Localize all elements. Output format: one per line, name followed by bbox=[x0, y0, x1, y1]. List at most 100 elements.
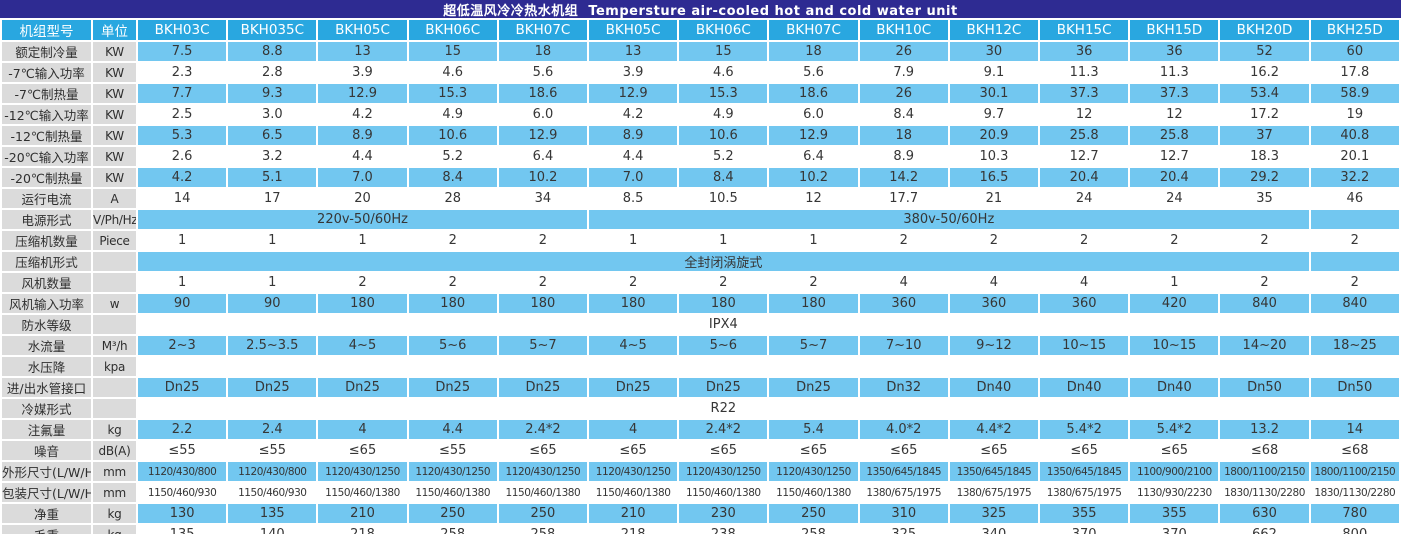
model-column-header: 机组型号 bbox=[0, 18, 93, 42]
cell-value: 10~15 bbox=[1038, 334, 1131, 357]
cell-value: 3.9 bbox=[316, 61, 409, 84]
cell-value: 10.5 bbox=[677, 187, 770, 210]
cell-value: 90 bbox=[226, 292, 319, 315]
cell-value: 2 bbox=[496, 229, 590, 252]
cell-value: 5~6 bbox=[406, 334, 499, 357]
cell-value: 12 bbox=[767, 187, 860, 210]
cell-value: 325 bbox=[857, 523, 950, 534]
cell-value bbox=[1308, 355, 1401, 378]
cell-value bbox=[316, 355, 409, 378]
cell-value: 5.4*2 bbox=[1038, 418, 1131, 441]
row-label: 水压降 bbox=[0, 355, 93, 378]
cell-value: 6.4 bbox=[496, 145, 590, 168]
table-title: 超低温风冷冷热水机组 Tempersture air-cooled hot an… bbox=[0, 0, 1401, 19]
cell-value: 800 bbox=[1308, 523, 1401, 534]
cell-value: 17.7 bbox=[857, 187, 950, 210]
cell-value: 3.0 bbox=[226, 103, 319, 126]
cell-value: 780 bbox=[1308, 502, 1401, 525]
cell-value: 230 bbox=[677, 502, 770, 525]
row-label: -12℃输入功率 bbox=[0, 103, 93, 126]
cell-value: ≤65 bbox=[677, 439, 770, 462]
cell-value: 37.3 bbox=[1038, 82, 1131, 105]
cell-value: ≤65 bbox=[767, 439, 860, 462]
cell-value: 5.4*2 bbox=[1128, 418, 1221, 441]
cell-value: 8.4 bbox=[406, 166, 499, 189]
model-header: BKH03C bbox=[135, 18, 229, 42]
cell-value: 4.4 bbox=[316, 145, 409, 168]
cell-value: ≤65 bbox=[857, 439, 950, 462]
cell-value: 140 bbox=[226, 523, 319, 534]
cell-value: 5~6 bbox=[677, 334, 770, 357]
cell-value: Dn40 bbox=[947, 376, 1041, 399]
cell-value: 18 bbox=[857, 124, 950, 147]
cell-value: 1 bbox=[767, 229, 860, 252]
cell-value: 17 bbox=[226, 187, 319, 210]
cell-value: 2.2 bbox=[135, 418, 229, 441]
cell-value: 53.4 bbox=[1218, 82, 1311, 105]
cell-value: 11.3 bbox=[1128, 61, 1221, 84]
cell-value: Dn40 bbox=[1038, 376, 1131, 399]
cell-value: 4.2 bbox=[135, 166, 229, 189]
cell-value: 1 bbox=[316, 229, 409, 252]
cell-value: 5.4 bbox=[767, 418, 860, 441]
cell-value: 2 bbox=[316, 271, 409, 294]
cell-value: 10.6 bbox=[677, 124, 770, 147]
cell-value: 30.1 bbox=[947, 82, 1041, 105]
model-header: BKH10C bbox=[857, 18, 950, 42]
spec-table: 机组型号 单位 BKH03C BKH035C BKH05C BKH06C BKH07C BKH… bbox=[0, 18, 1401, 534]
cell-value: 4.4*2 bbox=[947, 418, 1041, 441]
model-header: BKH15D bbox=[1128, 18, 1221, 42]
row-label: 注氟量 bbox=[0, 418, 93, 441]
cell-value: 4 bbox=[947, 271, 1041, 294]
cell-value: 15.3 bbox=[677, 82, 770, 105]
row-label: 风机数量 bbox=[0, 271, 93, 294]
cell-value bbox=[1218, 355, 1311, 378]
cell-value: 12.7 bbox=[1038, 145, 1131, 168]
row-unit: V/Ph/Hz bbox=[91, 208, 138, 231]
unit-column-header: 单位 bbox=[91, 18, 138, 42]
cell-value: 4~5 bbox=[587, 334, 680, 357]
spec-row: 风机数量 1 1 2 2 2 2 2 2 4 4 4 1 2 2 bbox=[0, 271, 1401, 294]
cell-value: 1120/430/1250 bbox=[316, 460, 409, 483]
cell-value: ≤65 bbox=[1128, 439, 1221, 462]
row-label: 外形尺寸(L/W/H) bbox=[0, 460, 93, 483]
spec-row: 注氟量 kg 2.2 2.4 4 4.4 2.4*2 4 2.4*2 5.4 4.0*2 4.4*2 5… bbox=[0, 418, 1401, 441]
spec-row: -20℃制热量 KW 4.2 5.1 7.0 8.4 10.2 7.0 8.4 10.2 14.2 1… bbox=[0, 166, 1401, 189]
cell-value bbox=[226, 355, 319, 378]
cell-value: 5.6 bbox=[767, 61, 860, 84]
row-label: 毛重 bbox=[0, 523, 93, 534]
cell-value: 1380/675/1975 bbox=[947, 481, 1041, 504]
cell-value: 52 bbox=[1218, 40, 1311, 63]
cell-value bbox=[1038, 355, 1131, 378]
cell-value: 180 bbox=[496, 292, 590, 315]
merged-cell-value bbox=[1308, 397, 1401, 420]
cell-value: ≤65 bbox=[587, 439, 680, 462]
cell-value: 10.6 bbox=[406, 124, 499, 147]
model-header: BKH07C bbox=[496, 18, 590, 42]
cell-value bbox=[135, 355, 229, 378]
cell-value bbox=[587, 355, 680, 378]
row-unit: kg bbox=[91, 502, 138, 525]
cell-value: 2 bbox=[767, 271, 860, 294]
cell-value: 2 bbox=[406, 229, 499, 252]
cell-value: 1150/460/1380 bbox=[677, 481, 770, 504]
spec-row: -20℃输入功率 KW 2.6 3.2 4.4 5.2 6.4 4.4 5.2 6.4 8.9 10.… bbox=[0, 145, 1401, 168]
cell-value: Dn50 bbox=[1308, 376, 1401, 399]
cell-value: Dn25 bbox=[496, 376, 590, 399]
cell-value: 8.9 bbox=[587, 124, 680, 147]
cell-value: 2.8 bbox=[226, 61, 319, 84]
cell-value: 14 bbox=[1308, 418, 1401, 441]
cell-value: 130 bbox=[135, 502, 229, 525]
cell-value: 4 bbox=[587, 418, 680, 441]
cell-value: 180 bbox=[677, 292, 770, 315]
cell-value: 26 bbox=[857, 40, 950, 63]
cell-value: 238 bbox=[677, 523, 770, 534]
row-label: -12℃制热量 bbox=[0, 124, 93, 147]
model-header: BKH12C bbox=[947, 18, 1041, 42]
cell-value: ≤65 bbox=[316, 439, 409, 462]
row-unit: Piece bbox=[91, 229, 138, 252]
cell-value: 30 bbox=[947, 40, 1041, 63]
cell-value: 340 bbox=[947, 523, 1041, 534]
spec-row: 压缩机数量 Piece 1 1 1 2 2 1 1 1 2 2 2 2 2 2 bbox=[0, 229, 1401, 252]
cell-value: 32.2 bbox=[1308, 166, 1401, 189]
